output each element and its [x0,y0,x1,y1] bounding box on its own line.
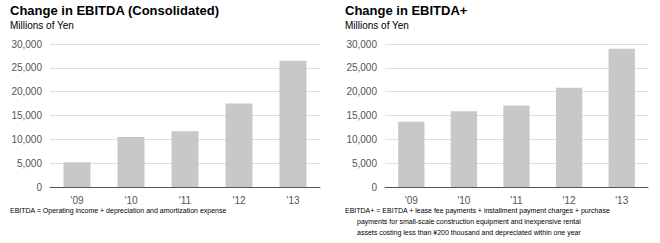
svg-text:15,000: 15,000 [11,110,42,121]
svg-text:'10: '10 [457,195,470,206]
svg-text:25,000: 25,000 [346,62,377,73]
svg-text:10,000: 10,000 [346,134,377,145]
svg-text:10,000: 10,000 [11,134,42,145]
svg-text:'12: '12 [232,195,245,206]
svg-text:25,000: 25,000 [11,62,42,73]
svg-text:20,000: 20,000 [346,86,377,97]
svg-text:5,000: 5,000 [352,158,377,169]
svg-text:assets costing less than ¥200: assets costing less than ¥200 thousand a… [357,229,581,237]
svg-text:'11: '11 [510,195,523,206]
svg-text:'11: '11 [179,195,192,206]
svg-text:0: 0 [36,182,42,193]
svg-text:Millions of Yen: Millions of Yen [345,20,409,31]
svg-text:EBITDA+ = EBITDA + lease fee p: EBITDA+ = EBITDA + lease fee payments + … [345,207,610,215]
svg-text:Change in EBITDA+: Change in EBITDA+ [345,3,468,18]
svg-text:'10: '10 [124,195,137,206]
svg-text:'12: '12 [563,195,576,206]
svg-text:5,000: 5,000 [17,158,42,169]
svg-text:30,000: 30,000 [11,39,42,50]
svg-text:20,000: 20,000 [11,86,42,97]
svg-text:15,000: 15,000 [346,110,377,121]
svg-text:'13: '13 [615,195,628,206]
svg-text:Millions of Yen: Millions of Yen [10,20,74,31]
svg-text:payments for small-scale const: payments for small-scale construction eq… [357,218,581,226]
svg-text:0: 0 [371,182,377,193]
svg-text:Change in EBITDA (Consolidated: Change in EBITDA (Consolidated) [10,3,219,18]
svg-text:30,000: 30,000 [346,39,377,50]
svg-text:'09: '09 [405,195,418,206]
svg-text:'09: '09 [70,195,83,206]
svg-text:EBITDA = Operating income + de: EBITDA = Operating income + depreciation… [10,207,226,215]
svg-text:'13: '13 [286,195,299,206]
